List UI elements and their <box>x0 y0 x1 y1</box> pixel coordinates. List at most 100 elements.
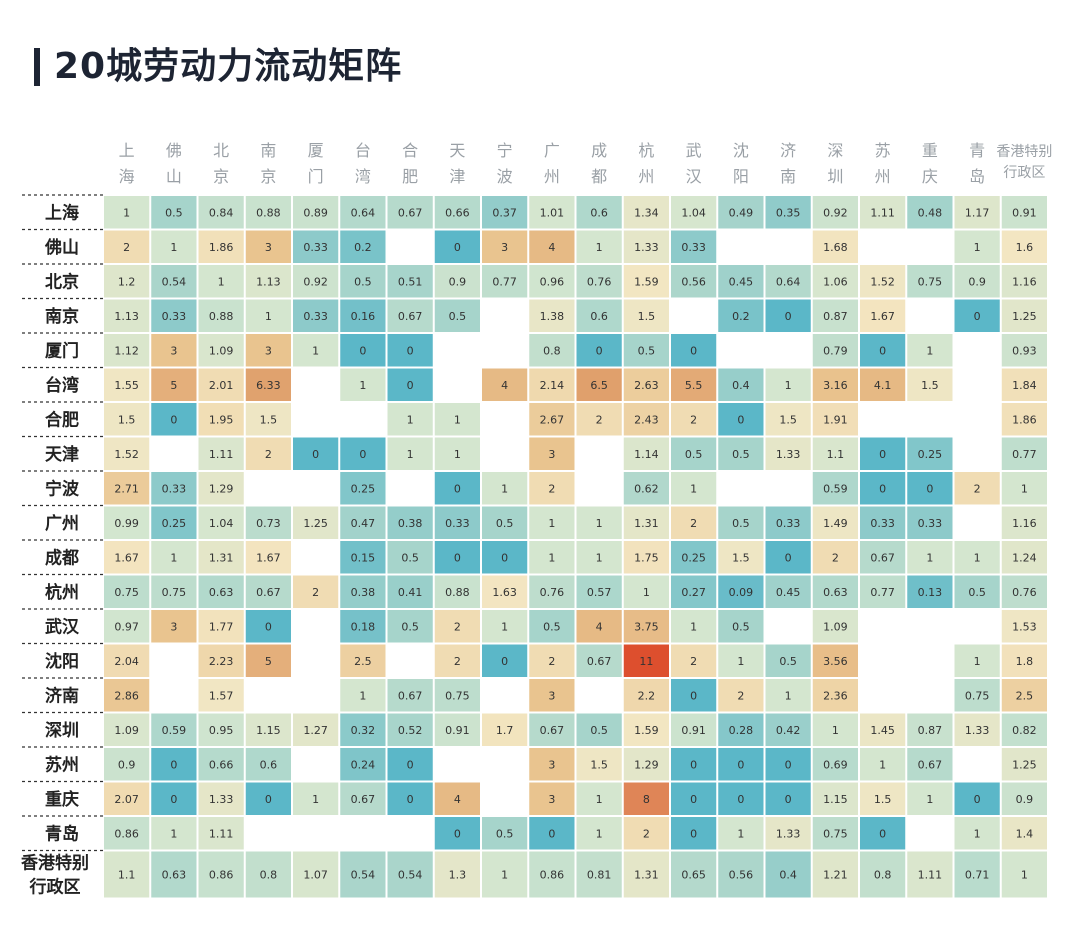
cell-value: 2 <box>265 448 272 461</box>
cell-value: 1.01 <box>540 206 565 219</box>
cell-value: 0.63 <box>823 586 848 599</box>
heatmap-cell <box>953 678 1001 713</box>
heatmap-cell <box>1000 505 1048 540</box>
heatmap-cell <box>244 678 292 713</box>
heatmap-cell <box>339 264 387 299</box>
heatmap-cell <box>244 229 292 264</box>
cell-value: 3 <box>170 344 177 357</box>
cell-value: 1.6 <box>1016 241 1034 254</box>
heatmap-cell <box>433 333 481 368</box>
heatmap-cell <box>103 402 151 437</box>
cell-value: 1.33 <box>776 448 801 461</box>
cell-value: 0 <box>407 793 414 806</box>
heatmap-cell <box>717 609 765 644</box>
cell-value: 0.87 <box>918 724 943 737</box>
heatmap-cell <box>197 298 245 333</box>
cell-value: 0.82 <box>1012 724 1037 737</box>
heatmap-cell <box>906 850 954 899</box>
chart-title: 20城劳动力流动矩阵 <box>54 46 403 87</box>
heatmap-cell <box>717 229 765 264</box>
heatmap-cell <box>811 229 859 264</box>
cell-value: 0 <box>501 655 508 668</box>
heatmap-cell <box>481 850 529 899</box>
heatmap-cell <box>528 747 576 782</box>
cell-value: 1 <box>170 241 177 254</box>
heatmap-cell <box>103 678 151 713</box>
cell-value: 0.56 <box>729 869 754 882</box>
heatmap-cell <box>150 505 198 540</box>
cell-value: 0.45 <box>776 586 801 599</box>
heatmap-cell <box>1000 781 1048 816</box>
cell-value: 1.5 <box>732 551 750 564</box>
heatmap-cell <box>575 816 623 851</box>
heatmap-cell <box>292 471 340 506</box>
heatmap-cell <box>859 505 907 540</box>
heatmap-cell <box>292 229 340 264</box>
cell-value: 0.86 <box>209 869 234 882</box>
heatmap-cell <box>244 264 292 299</box>
heatmap-cell <box>764 540 812 575</box>
heatmap-cell <box>670 195 718 230</box>
cell-value: 1.4 <box>1016 827 1034 840</box>
heatmap-cell <box>197 643 245 678</box>
cell-value: 2.04 <box>114 655 139 668</box>
row-label: 重庆 <box>45 789 79 810</box>
heatmap-cell <box>811 436 859 471</box>
cell-value: 1.86 <box>1012 413 1037 426</box>
column-label: 深圳 <box>827 141 843 186</box>
heatmap-cell <box>764 367 812 402</box>
row-label: 宁波 <box>45 478 80 499</box>
cell-value: 0.88 <box>445 586 470 599</box>
cell-value: 3 <box>548 448 555 461</box>
cell-value: 1 <box>596 827 603 840</box>
cell-value: 0.75 <box>918 275 943 288</box>
cell-value: 1.09 <box>114 724 139 737</box>
heatmap-cell <box>906 229 954 264</box>
heatmap-cell <box>764 712 812 747</box>
heatmap-cell <box>433 712 481 747</box>
heatmap-cell <box>575 195 623 230</box>
cell-value: 1.91 <box>823 413 848 426</box>
heatmap-cell <box>386 333 434 368</box>
cell-value: 0.5 <box>685 448 703 461</box>
heatmap-cell <box>575 712 623 747</box>
heatmap-cell <box>717 436 765 471</box>
cell-value: 0.75 <box>445 689 470 702</box>
cell-value: 0.24 <box>351 758 376 771</box>
cell-value: 1 <box>926 344 933 357</box>
heatmap-cell <box>197 264 245 299</box>
heatmap-cell <box>197 781 245 816</box>
cell-value: 1 <box>454 448 461 461</box>
row-label: 苏州 <box>45 754 79 775</box>
heatmap-cell <box>1000 333 1048 368</box>
cell-value: 2 <box>548 655 555 668</box>
heatmap-cell <box>528 850 576 899</box>
heatmap-cell <box>244 574 292 609</box>
cell-value: 1.21 <box>823 869 848 882</box>
cell-value: 0.15 <box>351 551 376 564</box>
heatmap-cell <box>244 402 292 437</box>
heatmap-cell <box>103 609 151 644</box>
cell-value: 0.6 <box>590 206 608 219</box>
cell-value: 0.59 <box>823 482 848 495</box>
cell-value: 0 <box>265 620 272 633</box>
heatmap-cell <box>150 609 198 644</box>
cell-value: 0.5 <box>496 827 514 840</box>
cell-value: 0.89 <box>303 206 328 219</box>
cell-value: 1 <box>974 655 981 668</box>
column-label: 沈阳 <box>733 141 749 186</box>
heatmap-cell <box>1000 195 1048 230</box>
row-label: 广州 <box>45 513 79 534</box>
cell-value: 3 <box>548 793 555 806</box>
heatmap-cell <box>433 574 481 609</box>
heatmap-cell <box>103 747 151 782</box>
cell-value: 1.25 <box>1012 758 1037 771</box>
heatmap-cell <box>528 574 576 609</box>
heatmap-cell <box>481 264 529 299</box>
cell-value: 0.8 <box>874 869 892 882</box>
cell-value: 0.54 <box>162 275 187 288</box>
row-label: 沈阳 <box>45 651 79 672</box>
cell-value: 0 <box>785 551 792 564</box>
heatmap-cell <box>244 850 292 899</box>
cell-value: 1.53 <box>1012 620 1037 633</box>
